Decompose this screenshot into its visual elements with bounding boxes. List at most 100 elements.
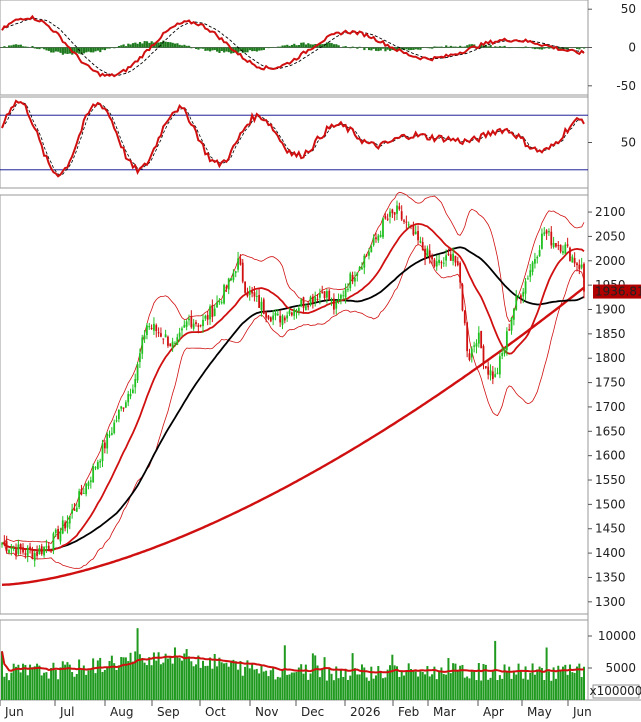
volume-bar — [159, 664, 162, 700]
volume-bar — [82, 665, 85, 700]
macd-histogram-bar — [141, 43, 144, 48]
volume-bar — [575, 666, 578, 700]
candle-body — [148, 325, 151, 328]
macd-histogram-bar — [157, 42, 160, 48]
month-label: Mar — [433, 705, 456, 719]
candle-body — [197, 325, 200, 327]
candle-body — [260, 301, 263, 310]
macd-histogram-bar — [431, 47, 434, 49]
candle-body — [307, 305, 310, 308]
volume-bar — [176, 656, 179, 700]
month-label: Jun — [4, 705, 24, 719]
stochastic-line — [1, 99, 585, 178]
candle-body — [269, 317, 272, 322]
candle-body — [531, 262, 534, 272]
candle-body — [192, 323, 195, 329]
candle-body — [183, 325, 186, 328]
candle-body — [185, 321, 188, 327]
candle-body — [232, 273, 235, 281]
volume-bar — [307, 679, 310, 700]
volume-bar — [447, 657, 450, 700]
price-tick-label: 2050 — [595, 229, 626, 243]
macd-histogram-bar — [38, 47, 41, 50]
volume-bar — [45, 672, 48, 700]
candle-body — [234, 271, 237, 274]
volume-bar — [190, 661, 193, 700]
candle-body — [491, 371, 494, 380]
volume-bar — [498, 675, 501, 700]
candle-body — [347, 288, 349, 290]
candle-body — [505, 331, 508, 351]
macd-histogram-bar — [68, 47, 71, 54]
candle-body — [96, 462, 99, 470]
candle-body — [106, 433, 109, 449]
candle-body — [566, 244, 569, 246]
macd-histogram-bar — [80, 47, 83, 55]
macd-histogram-bar — [40, 47, 43, 49]
macd-histogram-bar — [332, 44, 336, 48]
candle-body — [218, 301, 221, 303]
volume-bar — [101, 671, 104, 700]
candle-body — [534, 258, 536, 264]
volume-bar — [12, 663, 15, 700]
macd-histogram-bar — [519, 47, 523, 49]
macd-histogram-bar — [138, 41, 142, 48]
volume-bar — [106, 667, 109, 700]
volume-bar — [316, 665, 319, 700]
macd-histogram-bar — [246, 47, 249, 53]
candle-body — [428, 250, 431, 258]
macd-histogram-bar — [325, 42, 329, 48]
macd-histogram-bar — [288, 45, 291, 48]
candle-body — [496, 372, 499, 374]
candle-body — [477, 332, 480, 344]
volume-bar — [580, 677, 583, 700]
candle-body — [244, 281, 246, 293]
candle-body — [199, 324, 202, 326]
volume-bar — [554, 678, 557, 700]
candle-body — [1, 543, 3, 545]
candle-body — [510, 317, 513, 331]
candle-body — [548, 231, 550, 233]
volume-bar — [103, 669, 106, 700]
volume-bar — [220, 662, 223, 700]
macd-histogram-bar — [374, 47, 378, 51]
macd-histogram-bar — [64, 47, 67, 54]
macd-histogram-bar — [379, 47, 382, 51]
candle-body — [122, 407, 125, 409]
candle-body — [419, 240, 422, 243]
volume-bar — [342, 676, 345, 700]
candle-body — [146, 325, 148, 335]
candle-body — [99, 460, 102, 463]
volume-bar — [421, 671, 424, 700]
volume-bar — [110, 655, 113, 700]
volume-bar — [356, 674, 359, 700]
volume-bar — [78, 659, 81, 700]
candle-body — [188, 318, 190, 321]
candle-body — [372, 237, 375, 246]
volume-bar — [568, 664, 571, 700]
month-label: Oct — [205, 705, 226, 719]
macd-histogram-bar — [405, 47, 408, 50]
candle-body — [311, 296, 314, 304]
volume-bar — [332, 680, 335, 700]
macd-histogram-bar — [124, 46, 128, 48]
candle-body — [108, 434, 111, 436]
candle-body — [47, 545, 50, 550]
macd-histogram-bar — [578, 47, 581, 50]
price-tick-label: 2100 — [595, 205, 626, 219]
volume-bar — [522, 678, 525, 700]
macd-histogram-bar — [358, 46, 361, 48]
candle-body — [384, 216, 387, 219]
volume-bar — [529, 672, 532, 700]
candle-body — [541, 233, 543, 249]
volume-bar — [480, 680, 483, 700]
macd-histogram-bar — [533, 47, 537, 50]
volume-bar — [540, 667, 543, 700]
candle-body — [190, 316, 193, 328]
candle-body — [227, 278, 230, 290]
volume-bar — [433, 666, 436, 700]
volume-bar — [202, 660, 205, 700]
candle-body — [293, 309, 296, 316]
candle-body — [543, 232, 546, 235]
candle-body — [38, 548, 41, 555]
